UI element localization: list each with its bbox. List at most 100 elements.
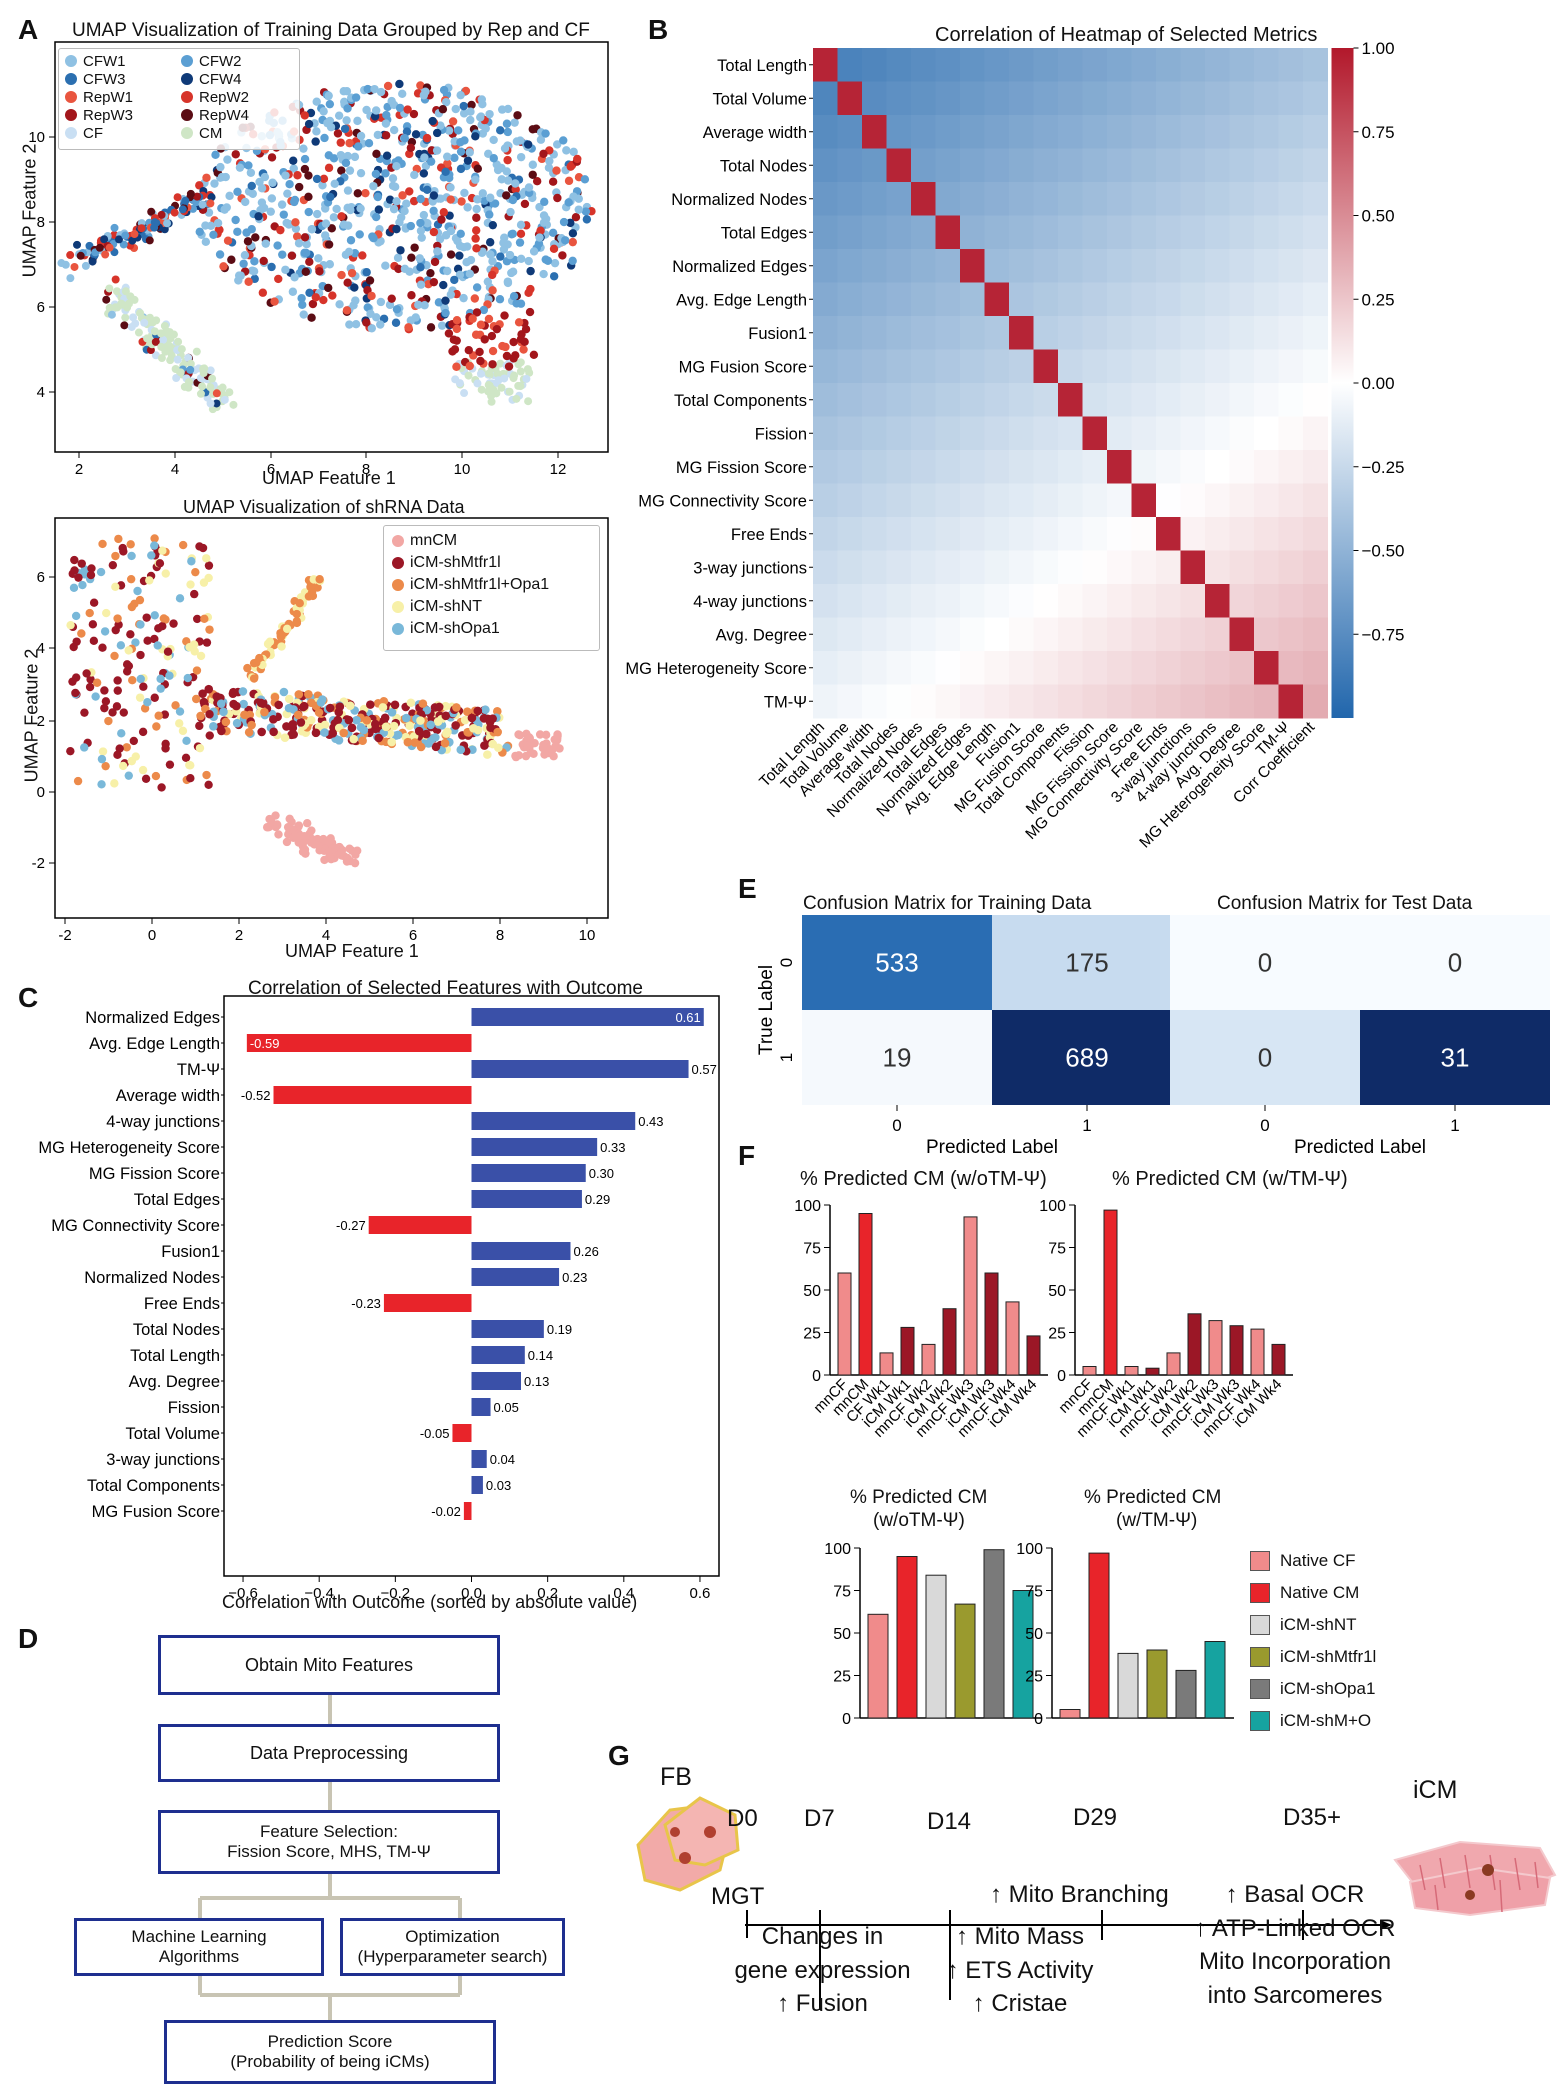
legend-item: Native CF	[1250, 1545, 1376, 1577]
umap-point	[488, 346, 498, 356]
bar	[837, 1272, 852, 1376]
umap-point	[233, 227, 242, 236]
umap-point	[363, 303, 372, 312]
umap-point	[433, 717, 443, 726]
umap-point	[403, 737, 413, 747]
umap-point	[396, 246, 405, 255]
x-tick-label: 2	[75, 461, 83, 478]
bar	[867, 1613, 889, 1719]
f3-title: % Predicted CM	[850, 1487, 988, 1508]
heatmap-cell	[1131, 450, 1157, 484]
y-tick-label: 6	[37, 569, 45, 586]
umap-point	[114, 534, 123, 544]
umap-point	[85, 608, 94, 618]
heatmap-cell	[813, 115, 838, 149]
umap-point	[471, 234, 480, 243]
umap-point	[332, 204, 341, 214]
bar	[471, 1164, 586, 1182]
heatmap-row-label: 3-way junctions	[693, 559, 807, 577]
umap-point	[196, 711, 205, 721]
umap-point	[244, 277, 253, 286]
umap-point	[571, 213, 581, 222]
x-tick-label: 2	[235, 927, 243, 944]
heatmap-cell	[1107, 215, 1132, 250]
umap-point	[113, 676, 122, 685]
umap-point	[319, 107, 328, 116]
umap-point	[429, 227, 439, 237]
heatmap-cell	[1131, 416, 1157, 451]
umap-point	[182, 736, 191, 745]
heatmap-cell	[1156, 81, 1181, 116]
umap-point	[552, 166, 561, 175]
umap-point	[70, 262, 79, 271]
heatmap-cell	[984, 684, 1010, 719]
umap-point	[431, 733, 440, 742]
umap-train-xlabel: UMAP Feature 1	[262, 468, 396, 488]
umap-point	[349, 734, 358, 744]
umap-point	[157, 783, 166, 792]
heatmap-cell	[886, 617, 912, 652]
umap-point	[470, 294, 480, 303]
umap-point	[321, 231, 330, 240]
umap-point	[414, 300, 423, 309]
umap-point	[126, 630, 135, 639]
umap-point	[558, 251, 567, 260]
bar-value-label: 0.29	[585, 1192, 610, 1207]
umap-point	[437, 215, 446, 224]
umap-point	[202, 770, 211, 780]
umap-point	[91, 692, 100, 701]
umap-point	[150, 534, 159, 543]
umap-point	[247, 720, 256, 730]
umap-point	[82, 669, 91, 678]
umap-point	[490, 199, 500, 208]
umap-point	[392, 161, 401, 171]
umap-point	[258, 699, 268, 709]
umap-point	[426, 157, 436, 166]
heatmap-cell	[1082, 81, 1108, 116]
umap-point	[299, 144, 308, 153]
heatmap-cell	[1278, 684, 1304, 719]
umap-point	[340, 124, 350, 134]
umap-point	[290, 195, 300, 205]
x-tick-label: 10	[579, 927, 596, 944]
umap-point	[343, 104, 352, 113]
umap-point	[481, 124, 490, 133]
umap-point	[305, 257, 314, 267]
bar	[1166, 1352, 1181, 1376]
umap-point	[269, 715, 278, 724]
heatmap-cell	[1033, 550, 1059, 585]
bar	[471, 1242, 571, 1260]
legend-item: RepW3	[65, 106, 177, 124]
umap-point	[110, 223, 119, 232]
legend-item: CFW4	[181, 70, 293, 88]
umap-point	[400, 206, 409, 216]
umap-point	[107, 310, 116, 319]
umap-point	[520, 337, 529, 347]
umap-point	[452, 336, 461, 345]
umap-point	[428, 116, 437, 126]
heatmap-cell	[1058, 148, 1083, 183]
confusion-cell-value: 533	[875, 948, 918, 978]
confusion-cell-value: 689	[1065, 1043, 1108, 1073]
umap-point	[343, 221, 353, 230]
umap-point	[387, 294, 396, 303]
legend-item: Native CM	[1250, 1577, 1376, 1609]
heatmap-cell	[911, 148, 936, 183]
umap-point	[133, 586, 142, 596]
umap-point	[488, 257, 497, 266]
umap-point	[195, 721, 204, 731]
y-tick-label: 4	[37, 640, 45, 657]
umap-point	[119, 240, 128, 249]
heatmap-cell	[886, 215, 912, 250]
heatmap-cell	[984, 282, 1010, 317]
heatmap-cell	[837, 349, 863, 384]
heatmap-row-label: TM-Ψ	[764, 693, 807, 711]
heatmap-cell	[1180, 483, 1206, 518]
heatmap-cell	[862, 282, 887, 317]
bar	[858, 1213, 873, 1376]
heatmap-cell	[1205, 383, 1230, 417]
umap-point	[181, 753, 191, 762]
heatmap-row-label: Total Length	[717, 57, 807, 75]
heatmap-cell	[1229, 148, 1255, 183]
umap-point	[108, 560, 118, 570]
